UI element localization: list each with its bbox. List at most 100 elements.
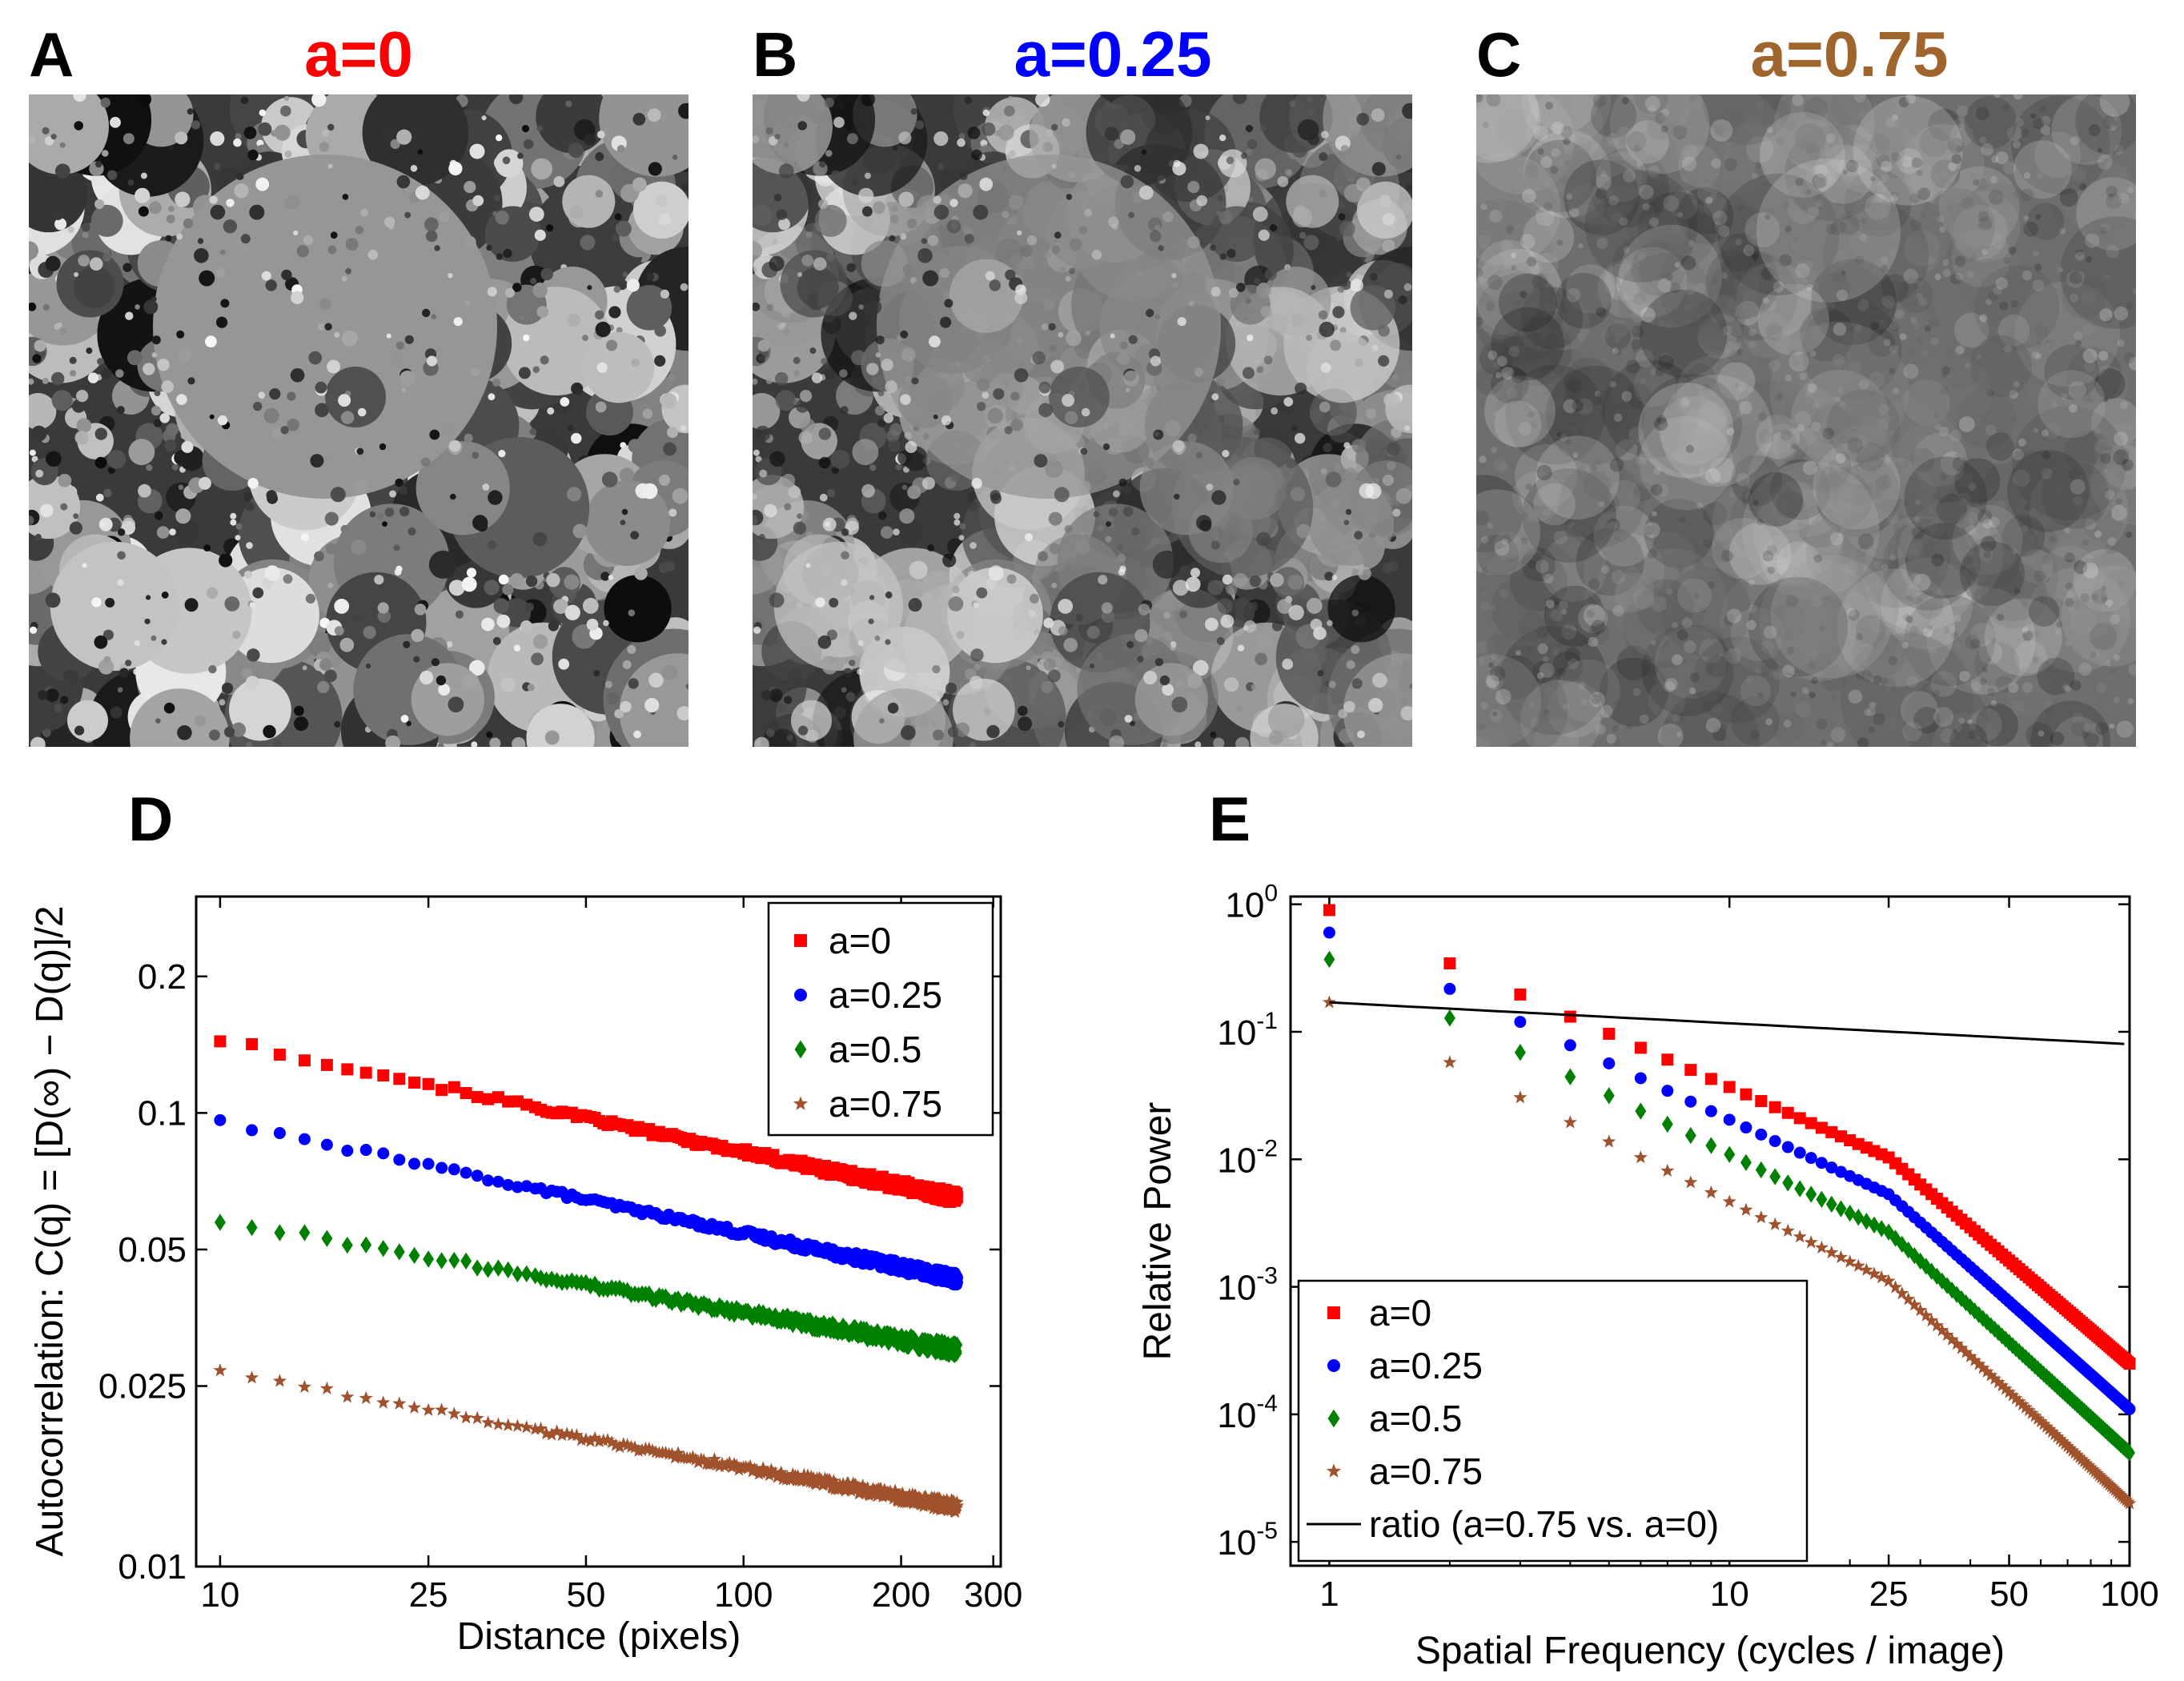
leaf-disk xyxy=(1921,213,1927,219)
leaf-disk xyxy=(584,480,671,566)
leaf-disk xyxy=(117,687,123,693)
leaf-disk xyxy=(2126,532,2133,539)
leaf-disk xyxy=(1900,154,1913,168)
leaf-disk xyxy=(569,205,584,219)
leaf-disk xyxy=(280,105,291,117)
leaf-disk xyxy=(1813,215,1821,223)
leaf-disk xyxy=(1172,162,1186,176)
leaf-disk xyxy=(1990,700,1997,706)
leaf-disk xyxy=(885,591,893,599)
leaf-disk xyxy=(1735,578,1748,592)
leaf-disk xyxy=(1834,396,1841,403)
leaf-disk xyxy=(1993,500,2007,514)
leaf-disk xyxy=(1952,504,2023,576)
leaf-disk xyxy=(240,96,249,104)
leaf-disk xyxy=(1718,122,1781,185)
leaf-disk xyxy=(2028,620,2033,626)
leaf-disk xyxy=(2041,461,2110,529)
leaf-disk xyxy=(1856,620,1898,662)
leaf-disk xyxy=(1625,383,1652,409)
leaf-disk xyxy=(1880,186,1887,193)
leaf-disk xyxy=(2054,600,2106,652)
leaf-disk xyxy=(1522,369,1566,413)
leaf-disk xyxy=(1898,97,1909,108)
leaf-disk xyxy=(1797,423,1805,432)
leaf-disk xyxy=(1822,203,1929,309)
leaf-disk xyxy=(861,483,875,498)
leaf-disk xyxy=(1651,640,1656,646)
leaf-disk xyxy=(1185,576,1201,592)
leaf-disk xyxy=(94,456,107,469)
leaf-disk xyxy=(1636,349,1654,367)
leaf-disk xyxy=(1769,480,1819,531)
leaf-disk xyxy=(1043,658,1056,672)
leaf-disk xyxy=(942,699,949,706)
leaf-disk xyxy=(440,612,447,620)
leaf-disk xyxy=(400,715,409,723)
leaf-disk xyxy=(1371,162,1386,176)
leaf-disk xyxy=(98,659,114,675)
leaf-disk xyxy=(800,418,816,433)
leaf-disk xyxy=(1196,515,1212,531)
leaf-disk xyxy=(174,450,190,466)
leaf-disk xyxy=(753,626,761,634)
leaf-disk xyxy=(30,425,47,442)
leaf-disk xyxy=(1772,323,1853,405)
leaf-disk xyxy=(45,592,61,608)
leaf-disk xyxy=(1255,158,1276,180)
leaf-disk xyxy=(1520,680,1601,747)
panel-a: A a=0 xyxy=(29,18,689,747)
leaf-disk xyxy=(342,194,349,200)
leaf-disk xyxy=(1506,554,1516,564)
leaf-disk xyxy=(2113,449,2129,465)
leaf-disk xyxy=(1576,528,1644,596)
leaf-disk xyxy=(1544,585,1605,647)
leaf-disk xyxy=(1587,186,1655,254)
leaf-disk xyxy=(1742,310,1791,359)
leaf-disk xyxy=(466,568,477,578)
leaf-disk xyxy=(2045,340,2051,347)
leaf-disk xyxy=(1515,709,1524,718)
leaf-disk xyxy=(989,279,1001,291)
leaf-disk xyxy=(1123,370,1139,387)
leaf-disk xyxy=(1663,195,1680,211)
leaf-disk xyxy=(1216,378,1225,387)
leaf-disk xyxy=(1596,174,1612,191)
point-d xyxy=(502,1178,515,1191)
leaf-disk xyxy=(1951,631,1958,639)
leaf-disk xyxy=(1521,391,1532,403)
leaf-disk xyxy=(1739,401,1752,415)
leaf-disk xyxy=(633,730,641,739)
leaf-disk xyxy=(1676,565,1684,574)
leaf-disk xyxy=(1519,271,1526,279)
leaf-disk xyxy=(1841,270,1846,275)
leaf-disk xyxy=(1757,411,1768,422)
leaf-disk xyxy=(781,322,786,328)
leaf-disk xyxy=(1637,191,1716,271)
leaf-disk xyxy=(1755,162,1762,169)
leaf-disk xyxy=(1600,704,1613,718)
leaf-disk xyxy=(1858,379,1869,390)
leaf-disk xyxy=(184,598,199,612)
leaf-disk xyxy=(1584,604,1605,627)
leaf-disk xyxy=(1582,194,1595,206)
leaf-disk xyxy=(1640,367,1651,379)
leaf-disk xyxy=(2129,191,2135,198)
leaf-disk xyxy=(1327,575,1395,643)
leaf-disk xyxy=(1849,360,1861,373)
leaf-disk xyxy=(1830,727,1846,743)
leaf-disk xyxy=(29,393,57,430)
leaf-disk xyxy=(1898,278,1934,314)
point-d xyxy=(298,1054,311,1067)
leaf-disk xyxy=(1589,463,1597,472)
leaf-disk xyxy=(29,94,109,175)
leaf-disk xyxy=(1869,701,1877,708)
leaf-disk xyxy=(1256,532,1271,547)
leaf-disk xyxy=(95,160,102,168)
leaf-disk xyxy=(2114,431,2128,446)
leaf-disk xyxy=(1089,663,1095,669)
leaf-disk xyxy=(523,138,534,150)
leaf-disk xyxy=(1108,508,1118,517)
leaf-disk xyxy=(1476,510,1489,526)
leaf-disk xyxy=(496,253,503,260)
